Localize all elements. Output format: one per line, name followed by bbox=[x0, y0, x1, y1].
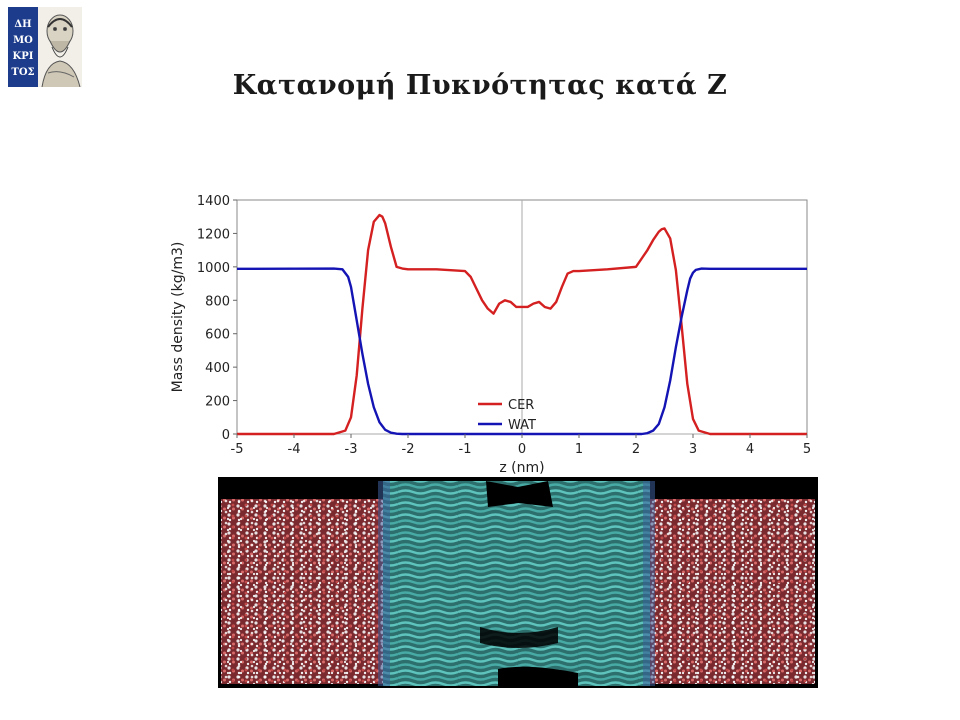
x-tick-label: 5 bbox=[803, 442, 811, 457]
x-tick-label: 4 bbox=[746, 442, 754, 457]
x-tick-label: 3 bbox=[689, 442, 697, 457]
x-tick-label: -5 bbox=[231, 442, 244, 457]
headgroup-layer-left bbox=[378, 481, 390, 686]
y-tick-label: 0 bbox=[222, 428, 230, 443]
x-axis-label: z (nm) bbox=[499, 460, 544, 475]
y-tick-label: 800 bbox=[205, 294, 230, 309]
y-tick-label: 600 bbox=[205, 328, 230, 343]
y-ticks: 0 200 400 600 800 1000 1200 1400 bbox=[197, 194, 237, 443]
series-line-cer bbox=[237, 213, 807, 436]
y-tick-label: 200 bbox=[205, 395, 230, 410]
x-tick-label: -2 bbox=[402, 442, 415, 457]
headgroup-layer-right bbox=[643, 481, 655, 686]
water-texture-right bbox=[650, 499, 815, 684]
density-chart: -5 -4 -3 -2 -1 0 1 2 3 4 5 0 200 400 600 800 1000 1200 14… bbox=[160, 185, 820, 476]
bilayer-gap bbox=[486, 481, 553, 507]
membrane-simulation-image bbox=[218, 477, 818, 688]
x-tick-label: 1 bbox=[575, 442, 583, 457]
x-tick-label: -3 bbox=[345, 442, 358, 457]
x-ticks: -5 -4 -3 -2 -1 0 1 2 3 4 5 bbox=[231, 434, 811, 457]
simulation-snapshot bbox=[218, 477, 818, 688]
x-tick-label: -4 bbox=[288, 442, 301, 457]
lipid-bilayer-region bbox=[383, 481, 650, 686]
y-tick-label: 400 bbox=[205, 361, 230, 376]
legend-label-wat: WAT bbox=[508, 418, 536, 433]
water-texture-left bbox=[221, 499, 383, 684]
bilayer-gap bbox=[498, 666, 578, 686]
logo-text-line: ΔΗ bbox=[14, 19, 31, 30]
democritus-bust-icon bbox=[38, 7, 82, 88]
bilayer-gap bbox=[480, 627, 558, 648]
x-tick-label: 2 bbox=[632, 442, 640, 457]
y-tick-label: 1200 bbox=[197, 227, 230, 242]
slide-title: Κατανομή Πυκνότητας κατά Z bbox=[232, 70, 728, 101]
x-tick-label: -1 bbox=[459, 442, 472, 457]
logo-blue-panel bbox=[8, 7, 38, 87]
y-tick-label: 1400 bbox=[197, 194, 230, 209]
logo-text-line: ΜΟ bbox=[13, 35, 33, 46]
x-tick-label: 0 bbox=[518, 442, 526, 457]
logo-text-line: ΚΡΙ bbox=[13, 51, 34, 62]
chart-legend: CER WAT bbox=[478, 398, 536, 433]
logo-graphic: ΔΗ ΜΟ ΚΡΙ ΤΟΣ bbox=[8, 7, 82, 88]
density-chart-svg: -5 -4 -3 -2 -1 0 1 2 3 4 5 0 200 400 600 800 1000 1200 14… bbox=[170, 194, 811, 476]
logo-text-line: ΤΟΣ bbox=[11, 67, 34, 78]
y-tick-label: 1000 bbox=[197, 261, 230, 276]
legend-label-cer: CER bbox=[508, 398, 534, 413]
y-axis-label: Mass density (kg/m3) bbox=[170, 242, 186, 393]
democritus-logo: ΔΗ ΜΟ ΚΡΙ ΤΟΣ bbox=[8, 7, 82, 88]
